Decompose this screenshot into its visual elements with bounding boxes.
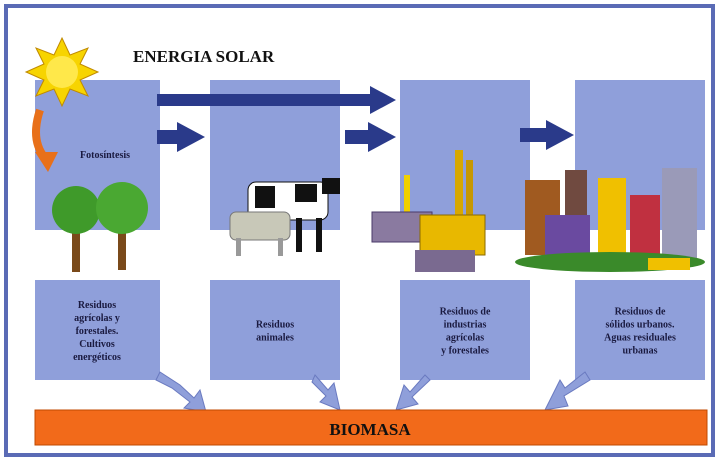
diagram: ENERGIA SOLAR Fotosíntesis <box>0 0 719 461</box>
source-label-line: industrias <box>444 320 487 331</box>
sun-icon <box>26 38 98 106</box>
source-label-line: forestales. <box>76 326 119 337</box>
source-label-line: Residuos de <box>615 307 666 318</box>
source-label-line: Residuos <box>256 320 294 331</box>
source-label-line: Residuos de <box>440 307 491 318</box>
source-label-line: y forestales <box>441 346 489 357</box>
city-icon <box>515 168 705 272</box>
source-label-line: agrícolas y <box>74 313 120 324</box>
photosynthesis-label: Fotosíntesis <box>80 150 130 161</box>
source-label-line: agrícolas <box>446 333 484 344</box>
source-label-line: Aguas residuales <box>604 333 676 344</box>
output-label: BIOMASA <box>329 420 411 439</box>
source-label-line: sólidos urbanos. <box>606 320 675 331</box>
title: ENERGIA SOLAR <box>133 47 275 66</box>
source-label-line: Cultivos <box>79 339 115 350</box>
source-label-line: animales <box>256 333 294 344</box>
source-label-line: urbanas <box>622 346 657 357</box>
source-label-line: Residuos <box>78 300 116 311</box>
source-label-line: energéticos <box>73 352 121 363</box>
